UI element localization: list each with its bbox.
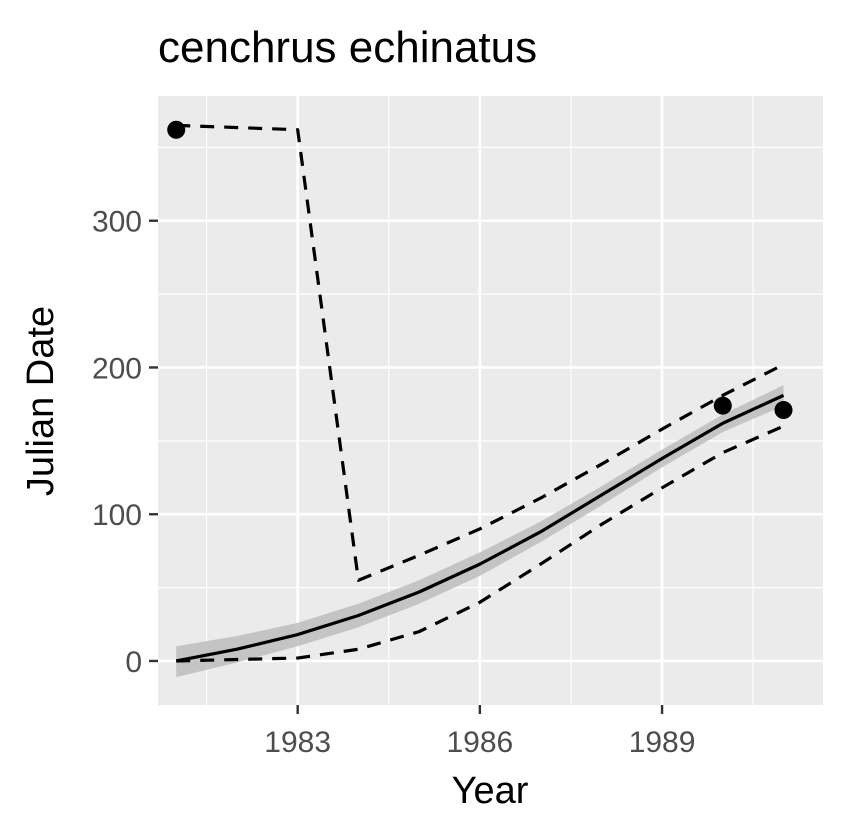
x-tick-label: 1983 (264, 726, 331, 759)
chart-title: cenchrus echinatus (158, 23, 537, 72)
data-point (774, 401, 793, 420)
series-line-lower (176, 424, 785, 663)
points-layer (167, 120, 793, 420)
x-tick-label: 1986 (446, 726, 513, 759)
x-axis: 1983 1986 1989 (264, 705, 695, 759)
y-tick-label: 100 (92, 499, 142, 532)
y-axis-title: Julian Date (20, 306, 62, 496)
series-line-upper (176, 123, 785, 582)
y-tick-label: 200 (92, 352, 142, 385)
x-tick-label: 1989 (629, 726, 696, 759)
y-tick-label: 300 (92, 206, 142, 239)
grid-minor (158, 96, 823, 705)
y-axis: 0 100 200 300 (92, 206, 158, 679)
x-axis-title: Year (452, 770, 529, 812)
series-lines-layer (175, 123, 785, 663)
data-point (713, 396, 732, 415)
data-point (167, 120, 186, 139)
y-tick-label: 0 (125, 646, 142, 679)
series-line-fit (175, 393, 785, 663)
